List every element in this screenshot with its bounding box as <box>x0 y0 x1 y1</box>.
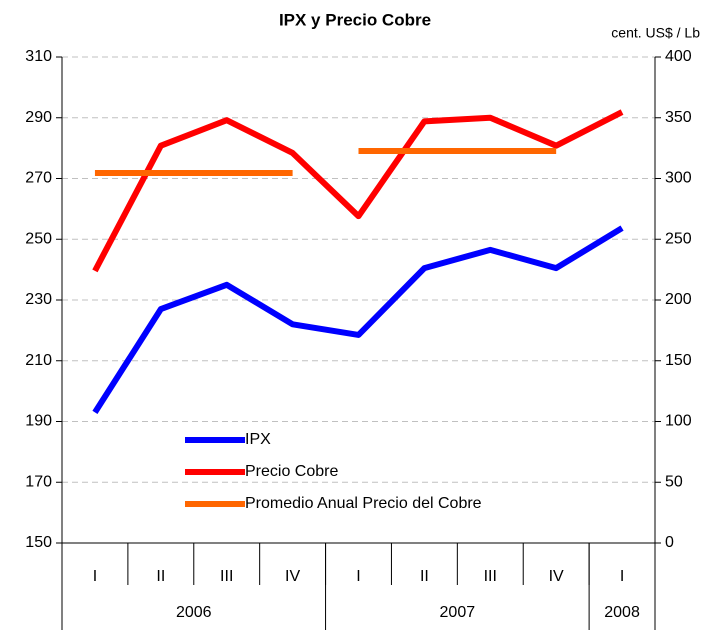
y-tick-label: 250 <box>25 230 52 247</box>
y2-tick-label: 0 <box>665 534 674 551</box>
x-tick-label: IV <box>549 568 564 585</box>
x-tick-label: IV <box>285 568 300 585</box>
legend-label: IPX <box>245 431 271 448</box>
group-label: 2006 <box>176 604 212 621</box>
legend-label: Promedio Anual Precio del Cobre <box>245 495 482 512</box>
x-tick-label: II <box>420 568 429 585</box>
y2-tick-label: 150 <box>665 352 692 369</box>
y2-tick-label: 350 <box>665 109 692 126</box>
y-tick-label: 210 <box>25 352 52 369</box>
y-tick-label: 170 <box>25 473 52 490</box>
y-tick-label: 310 <box>25 48 52 65</box>
y2-tick-label: 200 <box>665 291 692 308</box>
x-tick-label: III <box>484 568 497 585</box>
x-tick-label: I <box>356 568 360 585</box>
y-tick-label: 190 <box>25 413 52 430</box>
y-tick-label: 270 <box>25 170 52 187</box>
y2-tick-label: 100 <box>665 413 692 430</box>
x-tick-label: I <box>93 568 97 585</box>
chart-title: IPX y Precio Cobre <box>279 10 431 29</box>
y2-tick-label: 250 <box>665 230 692 247</box>
x-tick-label: III <box>220 568 233 585</box>
y2-tick-label: 300 <box>665 170 692 187</box>
y2-axis-label: cent. US$ / Lb <box>611 25 700 41</box>
legend-label: Precio Cobre <box>245 463 338 480</box>
series-line <box>92 109 624 273</box>
y-tick-label: 290 <box>25 109 52 126</box>
group-label: 2007 <box>440 604 476 621</box>
y2-tick-label: 400 <box>665 48 692 65</box>
y-tick-label: 150 <box>25 534 52 551</box>
x-tick-label: I <box>620 568 624 585</box>
series-line <box>92 225 624 415</box>
x-tick-label: II <box>156 568 165 585</box>
y-tick-label: 230 <box>25 291 52 308</box>
group-label: 2008 <box>604 604 640 621</box>
y2-tick-label: 50 <box>665 473 683 490</box>
